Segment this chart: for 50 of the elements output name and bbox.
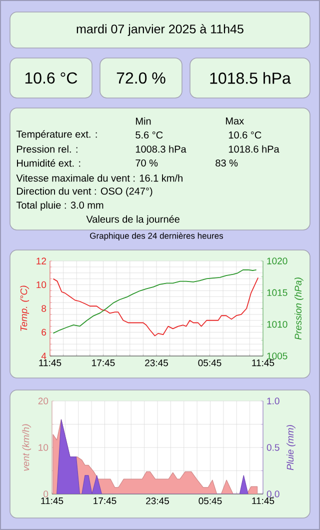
y2-tick-label: 1015 xyxy=(267,289,288,296)
text: Valeurs de la journée xyxy=(86,215,180,225)
y2-axis-title: Pluie (mm) xyxy=(286,425,296,470)
text: 1008.3 hPa xyxy=(136,145,186,153)
y-tick-label: 20 xyxy=(38,398,48,404)
x-tick-label: 11:45 xyxy=(252,360,274,366)
y-tick-label: 12 xyxy=(36,258,46,264)
x-tick-label: 17:45 xyxy=(92,360,115,366)
x-tick-label: 11:45 xyxy=(252,498,274,504)
x-tick-label: 23:45 xyxy=(145,360,168,366)
text: 5.6 °C xyxy=(136,131,163,139)
text: 1018.6 hPa xyxy=(228,145,280,153)
text: 10.6 °C xyxy=(25,72,78,84)
text: 83 % xyxy=(216,159,238,167)
text: Max xyxy=(226,118,244,124)
y2-tick-label: 0.5 xyxy=(266,444,280,451)
x-tick-label: 11:45 xyxy=(41,498,64,504)
x-tick-label: 11:45 xyxy=(39,360,62,366)
y2-tick-label: 1005 xyxy=(267,352,288,360)
line-series xyxy=(52,269,257,334)
text: 1018.5 hPa xyxy=(210,72,291,84)
text: Température ext. : xyxy=(16,130,97,140)
y2-tick-label: 1020 xyxy=(267,258,288,264)
y2-axis-title: Pression (hPa) xyxy=(294,278,304,340)
text: Min xyxy=(136,117,151,125)
text: Total pluie : 3.0 mm xyxy=(16,201,104,211)
y2-tick-label: 1.0 xyxy=(267,398,280,404)
text: mardi 07 janvier 2025 à 11h45 xyxy=(76,24,244,36)
text: 72.0 % xyxy=(116,72,166,84)
y-tick-label: 10 xyxy=(38,444,48,451)
y-tick-label: 10 xyxy=(36,281,46,288)
y-axis-title: vent (km/h) xyxy=(22,424,32,471)
text: Direction du vent : OSO (247°) xyxy=(17,187,152,197)
x-tick-label: 05:45 xyxy=(198,498,222,504)
y-tick-label: 0 xyxy=(44,490,48,498)
y2-tick-label: 0.0 xyxy=(266,490,280,498)
text: 70 % xyxy=(136,159,158,167)
text: Pression rel. : xyxy=(17,145,78,153)
y-tick-label: 8 xyxy=(42,305,46,312)
x-tick-label: 23:45 xyxy=(146,498,169,504)
x-tick-label: 17:45 xyxy=(94,498,116,504)
y-tick-label: 6 xyxy=(42,328,46,336)
chart-title: Graphique des 24 dernières heures xyxy=(90,232,224,240)
y-tick-label: 4 xyxy=(41,352,46,360)
text: Humidité ext. : xyxy=(17,159,80,167)
x-tick-label: 05:45 xyxy=(198,360,222,366)
y2-tick-label: 1010 xyxy=(267,320,288,328)
y-axis-title: Temp. (°C) xyxy=(20,286,30,331)
text: 10.6 °C xyxy=(228,131,262,139)
text: Vitesse maximale du vent : 16.1 km/h xyxy=(16,174,182,182)
